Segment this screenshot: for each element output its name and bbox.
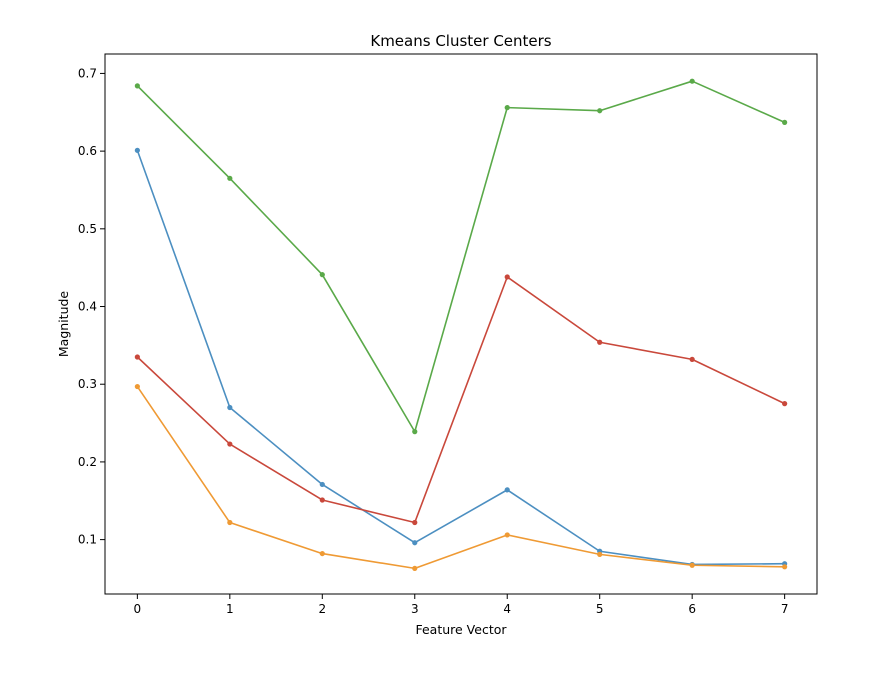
series-1-point: [412, 565, 418, 571]
series-1-point: [782, 564, 788, 570]
series-3-point: [782, 401, 788, 407]
y-tick-label: 0.2: [78, 455, 97, 469]
series-1-point: [134, 383, 140, 390]
series-2-point: [227, 175, 233, 181]
series-3-point: [227, 441, 233, 447]
series-2-point: [689, 78, 695, 84]
series-2-point: [782, 119, 788, 125]
series-2-point: [319, 272, 325, 278]
series-3-point: [134, 354, 140, 360]
x-tick-label: 7: [781, 602, 789, 616]
series-2-point: [134, 83, 140, 89]
x-tick-label: 6: [688, 602, 696, 616]
series-3-point: [504, 274, 510, 280]
y-tick-label: 0.6: [78, 144, 97, 158]
chart-title: Kmeans Cluster Centers: [370, 32, 551, 50]
y-axis-label: Magnitude: [56, 291, 71, 358]
series-1-point: [227, 519, 233, 526]
series-3-point: [319, 497, 325, 503]
series-3-point: [412, 519, 418, 526]
y-tick-label: 0.7: [78, 66, 97, 80]
y-tick-label: 0.1: [78, 533, 97, 547]
series-line-3: [136, 276, 785, 524]
x-tick-label: 5: [596, 602, 604, 616]
x-tick-label: 0: [134, 602, 142, 616]
series-2-point: [504, 105, 510, 111]
series-3-point: [597, 339, 603, 345]
series-2-point: [597, 108, 603, 114]
x-tick-label: 2: [318, 602, 326, 616]
x-tick-label: 3: [411, 602, 419, 616]
series-1-point: [504, 532, 510, 538]
y-tick-label: 0.4: [78, 300, 97, 314]
series-0-point: [412, 540, 418, 546]
series-0-point: [504, 487, 510, 493]
series-0-point: [134, 147, 140, 153]
series-3-point: [689, 356, 695, 362]
y-axis-ticks: 0.1 0.2 0.3 0.4 0.5 0.6 0.7: [78, 66, 105, 547]
x-tick-label: 4: [503, 602, 511, 616]
series-0-point: [227, 404, 233, 411]
x-axis-ticks: 0 1 2 3 4 5 6 7: [134, 594, 789, 616]
y-tick-label: 0.3: [78, 377, 97, 391]
series-1-point: [597, 551, 603, 557]
series-0-point: [319, 481, 325, 488]
series-layer: [134, 78, 788, 571]
plot-frame: [104, 53, 818, 595]
series-1-point: [319, 550, 325, 557]
x-tick-label: 1: [226, 602, 234, 616]
series-2-point: [412, 429, 418, 435]
series-line-2: [136, 80, 785, 433]
series-line-0: [136, 150, 785, 566]
x-axis-label: Feature Vector: [415, 622, 507, 637]
y-tick-label: 0.5: [78, 222, 97, 236]
series-line-1: [136, 386, 785, 570]
series-1-point: [689, 562, 695, 568]
